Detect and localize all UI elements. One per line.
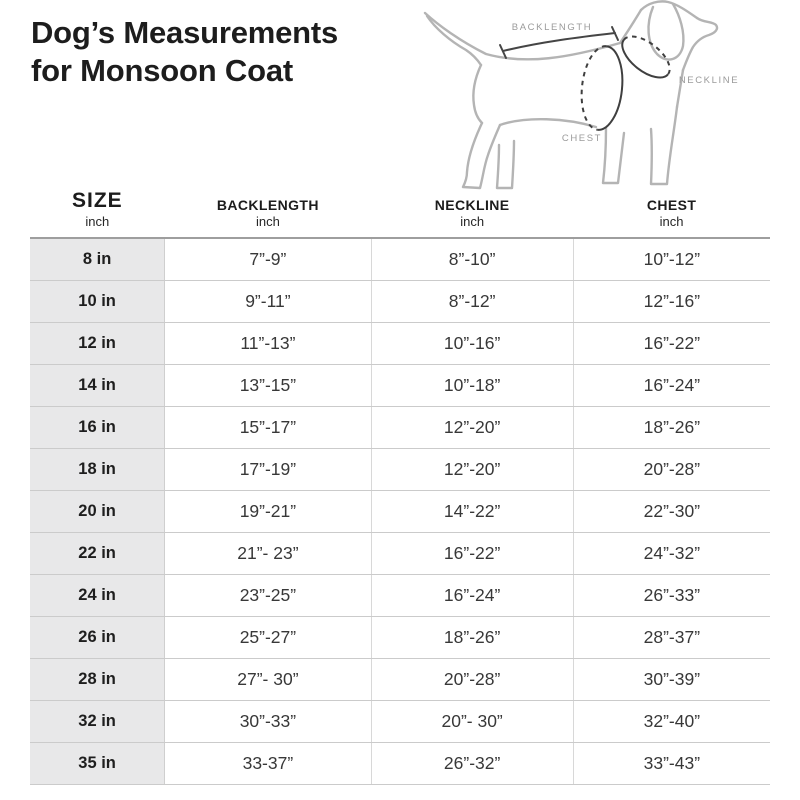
chest-cell: 30”-39” [573,658,770,701]
backlength-cell: 7”-9” [164,238,372,281]
neckline-header-label: NECKLINE [434,197,510,213]
backlength-cell: 19”-21” [164,490,372,533]
chest-header-unit: inch [659,214,684,229]
backlength-cell: 27”- 30” [164,658,372,701]
chest-cell: 26”-33” [573,574,770,617]
size-cell: 20 in [30,490,166,533]
chest-cell: 28”-37” [573,616,770,659]
column-header-size: SIZE inch [30,189,165,239]
backlength-header-label: BACKLENGTH [216,197,319,213]
chest-cell: 18”-26” [573,406,770,449]
chest-cell: 33”-43” [573,742,770,785]
table-row: 16 in 15”-17” 12”-20” 18”-26” [30,406,770,449]
neckline-cell: 12”-20” [371,448,574,491]
column-header-neckline: NECKLINE inch [371,189,574,239]
backlength-cell: 23”-25” [164,574,372,617]
chest-header-label: CHEST [646,197,697,213]
chest-cell: 16”-24” [573,364,770,407]
table-row: 35 in 33-37” 26”-32” 33”-43” [30,742,770,785]
table-body: 8 in 7”-9” 8”-10” 10”-12” 10 in 9”-11” 8”-12” 1… [30,238,770,785]
neckline-cell: 16”-22” [371,532,574,575]
size-cell: 16 in [30,406,166,449]
backlength-cell: 25”-27” [164,616,372,659]
chest-cell: 24”-32” [573,532,770,575]
page-title-line1: Dog’s Measurements [31,15,339,50]
table-row: 12 in 11”-13” 10”-16” 16”-22” [30,322,770,365]
column-header-backlength: BACKLENGTH inch [164,189,372,239]
backlength-cell: 11”-13” [164,322,372,365]
chest-cell: 20”-28” [573,448,770,491]
table-header: SIZE inch BACKLENGTH inch NECKLINE inch … [30,189,770,239]
size-cell: 8 in [30,238,166,281]
neckline-cell: 16”-24” [371,574,574,617]
neckline-cell: 12”-20” [371,406,574,449]
backlength-cell: 30”-33” [164,700,372,743]
header-row: SIZE inch BACKLENGTH inch NECKLINE inch … [30,189,770,239]
table-row: 14 in 13”-15” 10”-18” 16”-24” [30,364,770,407]
chest-cell: 10”-12” [573,238,770,281]
measurements-table: SIZE inch BACKLENGTH inch NECKLINE inch … [30,189,770,785]
neckline-cell: 20”-28” [371,658,574,701]
neckline-cell: 20”- 30” [371,700,574,743]
backlength-diagram-label: BACKLENGTH [512,22,592,33]
backlength-cell: 17”-19” [164,448,372,491]
table-row: 20 in 19”-21” 14”-22” 22”-30” [30,490,770,533]
dog-outline-illustration: BACKLENGTH NECKLINE CHEST [423,0,739,190]
size-cell: 35 in [30,742,166,785]
neckline-ellipse [621,35,671,79]
chest-cell: 22”-30” [573,490,770,533]
size-header-label: SIZE [71,189,123,212]
table-row: 10 in 9”-11” 8”-12” 12”-16” [30,280,770,323]
neckline-cell: 8”-12” [371,280,574,323]
backlength-cell: 13”-15” [164,364,372,407]
size-cell: 18 in [30,448,166,491]
backlength-cell: 9”-11” [164,280,372,323]
neckline-diagram-label: NECKLINE [679,75,739,86]
page-title: Dog’s Measurements for Monsoon Coat [31,14,338,90]
table-row: 22 in 21”- 23” 16”-22” 24”-32” [30,532,770,575]
chest-cell: 12”-16” [573,280,770,323]
neckline-cell: 8”-10” [371,238,574,281]
page-title-line2: for Monsoon Coat [31,53,293,88]
table-row: 18 in 17”-19” 12”-20” 20”-28” [30,448,770,491]
size-header-unit: inch [85,214,110,229]
size-cell: 28 in [30,658,166,701]
neckline-cell: 10”-16” [371,322,574,365]
table-row: 24 in 23”-25” 16”-24” 26”-33” [30,574,770,617]
chest-cell: 32”-40” [573,700,770,743]
table-row: 8 in 7”-9” 8”-10” 10”-12” [30,238,770,281]
backlength-cell: 15”-17” [164,406,372,449]
chest-diagram-label: CHEST [562,133,602,144]
backlength-measure-line [499,26,619,59]
backlength-cell: 21”- 23” [164,532,372,575]
size-cell: 14 in [30,364,166,407]
size-cell: 26 in [30,616,166,659]
table-row: 28 in 27”- 30” 20”-28” 30”-39” [30,658,770,701]
size-cell: 10 in [30,280,166,323]
chest-girth-ellipse [580,45,624,131]
size-cell: 22 in [30,532,166,575]
size-cell: 32 in [30,700,166,743]
dog-measurement-diagram: BACKLENGTH NECKLINE CHEST [400,0,800,200]
size-cell: 12 in [30,322,166,365]
neckline-cell: 10”-18” [371,364,574,407]
backlength-cell: 33-37” [164,742,372,785]
column-header-chest: CHEST inch [573,189,770,239]
backlength-header-unit: inch [255,214,280,229]
chest-cell: 16”-22” [573,322,770,365]
neckline-cell: 26”-32” [371,742,574,785]
size-cell: 24 in [30,574,166,617]
table-row: 26 in 25”-27” 18”-26” 28”-37” [30,616,770,659]
table-row: 32 in 30”-33” 20”- 30” 32”-40” [30,700,770,743]
neckline-cell: 14”-22” [371,490,574,533]
neckline-header-unit: inch [460,214,485,229]
neckline-cell: 18”-26” [371,616,574,659]
dog-body-outline [423,0,719,190]
